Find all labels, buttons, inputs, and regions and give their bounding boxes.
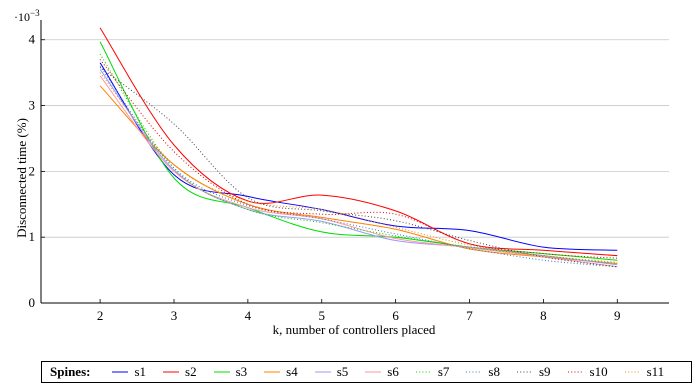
y-tick-label: 0 — [29, 295, 36, 310]
x-axis-label: k, number of controllers placed — [273, 322, 436, 337]
series-line-s1 — [99, 62, 618, 251]
x-tick-label: 7 — [466, 308, 473, 323]
legend-swatch — [415, 371, 432, 373]
legend-entry-s3: s3 — [213, 364, 248, 380]
legend-entry-s7: s7 — [415, 364, 450, 380]
legend-label: s7 — [437, 364, 450, 379]
legend-entry-s9: s9 — [516, 364, 551, 380]
legend-swatch — [112, 371, 129, 373]
x-tick-label: 4 — [245, 308, 252, 323]
legend-label: s8 — [488, 364, 500, 379]
legend-entry-s11: s11 — [624, 364, 665, 380]
x-tick-label: 8 — [540, 308, 547, 323]
legend-label: s5 — [336, 364, 349, 379]
legend-swatch — [163, 371, 180, 373]
series-line-s2 — [99, 27, 618, 257]
legend-entry-s2: s2 — [163, 364, 197, 380]
legend-swatch — [624, 371, 641, 373]
series-line-s11 — [99, 72, 618, 263]
x-tick-label: 6 — [392, 308, 399, 323]
series-lines — [99, 27, 618, 268]
legend-label: s2 — [185, 364, 197, 379]
x-tick-label: 2 — [97, 308, 104, 323]
legend-label: s3 — [235, 364, 248, 379]
legend-label: s9 — [538, 364, 551, 379]
legend-entry-s6: s6 — [365, 364, 399, 380]
legend-swatch — [213, 371, 230, 373]
line-chart: ·10−3 2 3 4 5 6 7 8 9 0 1 2 3 4 k, number of contro… — [14, 8, 669, 337]
legend-label: s11 — [646, 364, 665, 379]
legend-swatch — [314, 371, 331, 373]
x-axis-ticks: 2 3 4 5 6 7 8 9 — [97, 299, 621, 323]
x-tick-label: 9 — [614, 308, 621, 323]
gridlines — [41, 39, 669, 238]
y-tick-label: 1 — [29, 229, 36, 244]
series-line-s7 — [99, 53, 618, 264]
legend-swatch — [365, 371, 382, 373]
legend-entry-s10: s10 — [567, 364, 608, 380]
legend-swatch — [567, 371, 584, 373]
legend-entry-s8: s8 — [466, 364, 500, 380]
legend: Spines: s1 s2 s3 s4 s5 s6 s7 s8 s9 s10 s11 — [41, 361, 692, 383]
y-axis-ticks: 0 1 2 3 4 — [29, 32, 45, 310]
y-axis-label: Disconnected time (%) — [14, 118, 29, 238]
legend-label: s10 — [589, 364, 608, 379]
y-tick-label: 4 — [29, 32, 36, 47]
legend-label: s1 — [134, 364, 147, 379]
legend-swatch — [466, 371, 483, 373]
series-line-s3 — [99, 41, 618, 261]
legend-entry-s1: s1 — [112, 364, 146, 380]
x-tick-label: 5 — [319, 308, 326, 323]
series-line-s6 — [99, 75, 618, 268]
series-line-s9 — [99, 67, 618, 268]
y-tick-label: 2 — [29, 163, 36, 178]
y-scale-label: ·10−3 — [14, 8, 40, 24]
legend-label: s4 — [286, 364, 298, 379]
series-line-s8 — [99, 65, 618, 268]
legend-entry-s5: s5 — [314, 364, 349, 380]
legend-swatch — [264, 371, 281, 373]
x-tick-label: 3 — [171, 308, 178, 323]
legend-entry-s4: s4 — [264, 364, 298, 380]
legend-title: Spines: — [50, 364, 91, 379]
y-tick-label: 3 — [29, 98, 36, 113]
legend-label: s6 — [387, 364, 399, 379]
legend-swatch — [516, 371, 533, 373]
